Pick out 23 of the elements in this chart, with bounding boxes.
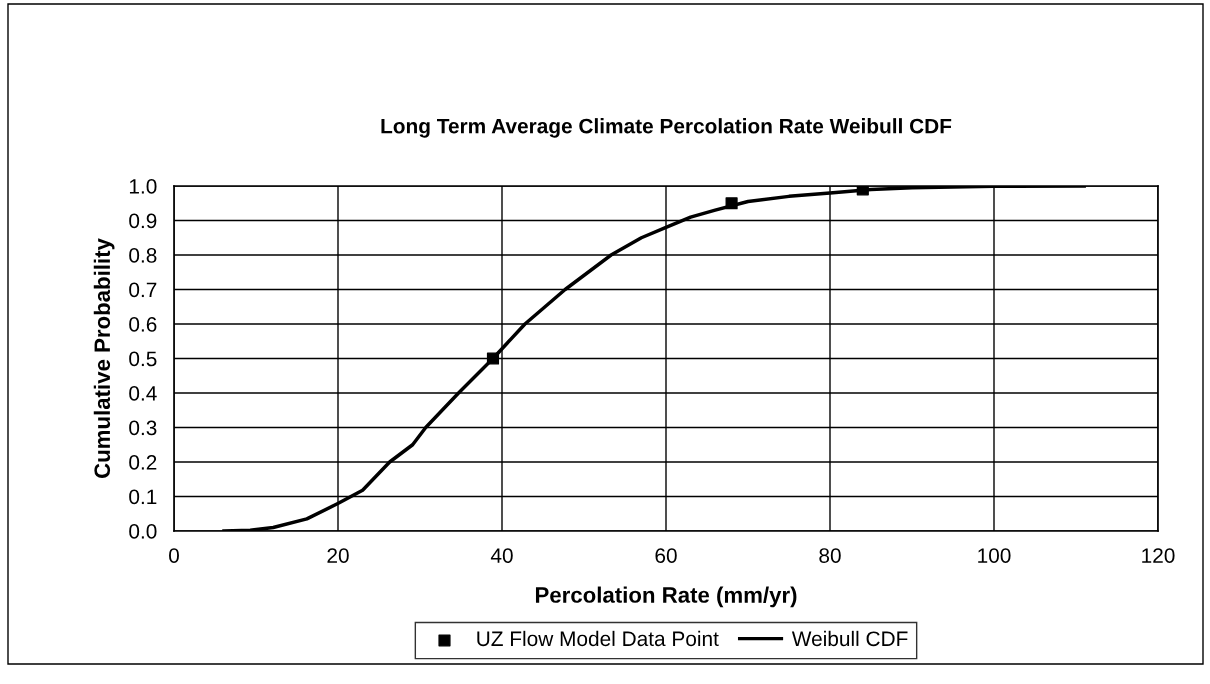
y-tick-label: 0.1 [129, 489, 157, 505]
x-tick-label: 120 [1142, 548, 1175, 563]
x-tick-label: 40 [490, 548, 513, 563]
x-tick-label: 100 [978, 548, 1011, 563]
y-tick-label: 0.4 [129, 386, 157, 401]
y-tick-label: 0.8 [129, 248, 157, 263]
y-tick-label: 0.3 [129, 420, 157, 436]
legend-label: Weibull CDF [791, 630, 908, 647]
y-tick-label: 0.0 [129, 524, 157, 539]
legend-label: UZ Flow Model Data Point [477, 630, 719, 647]
y-tick-label: 0.2 [129, 455, 157, 470]
y-tick-label: 1.0 [129, 179, 157, 194]
x-tick-label: 0 [169, 548, 179, 563]
y-tick-label: 0.6 [129, 317, 157, 332]
y-axis-title: Cumulative Probability [93, 238, 115, 478]
x-axis-title: Percolation Rate (mm/yr) [535, 586, 797, 608]
chart-title: Long Term Average Climate Percolation Rate Weibull CDF [381, 118, 952, 138]
y-tick-label: 0.5 [129, 351, 157, 367]
x-tick-label: 60 [655, 548, 677, 563]
x-tick-label: 20 [327, 548, 349, 563]
y-tick-label: 0.9 [129, 213, 157, 229]
y-tick-label: 0.7 [129, 282, 157, 298]
x-tick-label: 80 [819, 548, 841, 563]
